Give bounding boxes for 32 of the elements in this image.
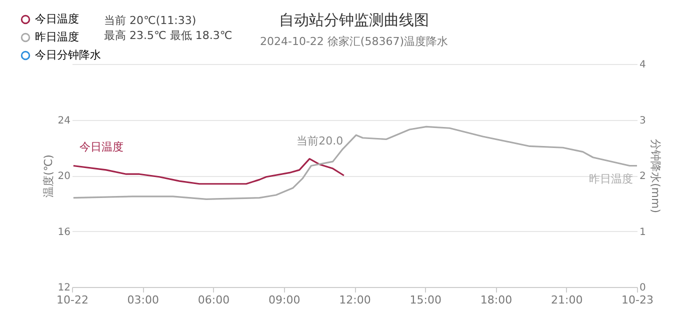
y-tick-label: 16 (58, 226, 70, 238)
x-tick-label: 15:00 (410, 294, 442, 306)
x-tick-label: 10-23 (622, 294, 654, 306)
y-tick-label: 24 (58, 115, 70, 126)
chart-title: 自动站分钟监测曲线图 (279, 11, 429, 29)
chart-subtitle: 2024-10-22 徐家汇(58367)温度降水 (260, 35, 448, 48)
y2-axis-title: 分钟降水(mm) (648, 138, 662, 214)
x-tick-label: 06:00 (198, 294, 230, 306)
legend-label: 昨日温度 (35, 30, 79, 44)
x-tick-label: 09:00 (268, 294, 300, 306)
text: 最高 23.5℃ 最低 18.3℃ (104, 29, 232, 42)
y2-tick-label: 2 (640, 171, 646, 182)
x-tick-label: 03:00 (127, 294, 159, 306)
line-series (72, 158, 345, 185)
x-tick-label: 21:00 (551, 294, 583, 306)
text: 昨日温度 (589, 172, 633, 186)
y2-tick-label: 0 (640, 282, 646, 294)
y2-tick-label: 1 (640, 226, 646, 238)
y2-tick-label: 4 (640, 60, 646, 70)
y-axis-title: 温度(℃) (42, 154, 55, 198)
y2-tick-label: 3 (640, 115, 646, 126)
annotation: 当前20.0 (296, 134, 344, 148)
text: 今日温度 (79, 140, 124, 154)
x-tick-label: 12:00 (339, 294, 371, 306)
y-tick-label: 20 (58, 171, 70, 182)
legend-label: 今日分钟降水 (35, 48, 101, 62)
x-tick-label: 10-22 (56, 294, 88, 306)
legend-label: 今日温度 (35, 12, 79, 26)
x-tick-label: 18:00 (480, 294, 512, 306)
line-series (72, 126, 638, 200)
text: 当前 20℃(11:33) (104, 14, 196, 27)
y-tick-label: 12 (58, 282, 70, 294)
